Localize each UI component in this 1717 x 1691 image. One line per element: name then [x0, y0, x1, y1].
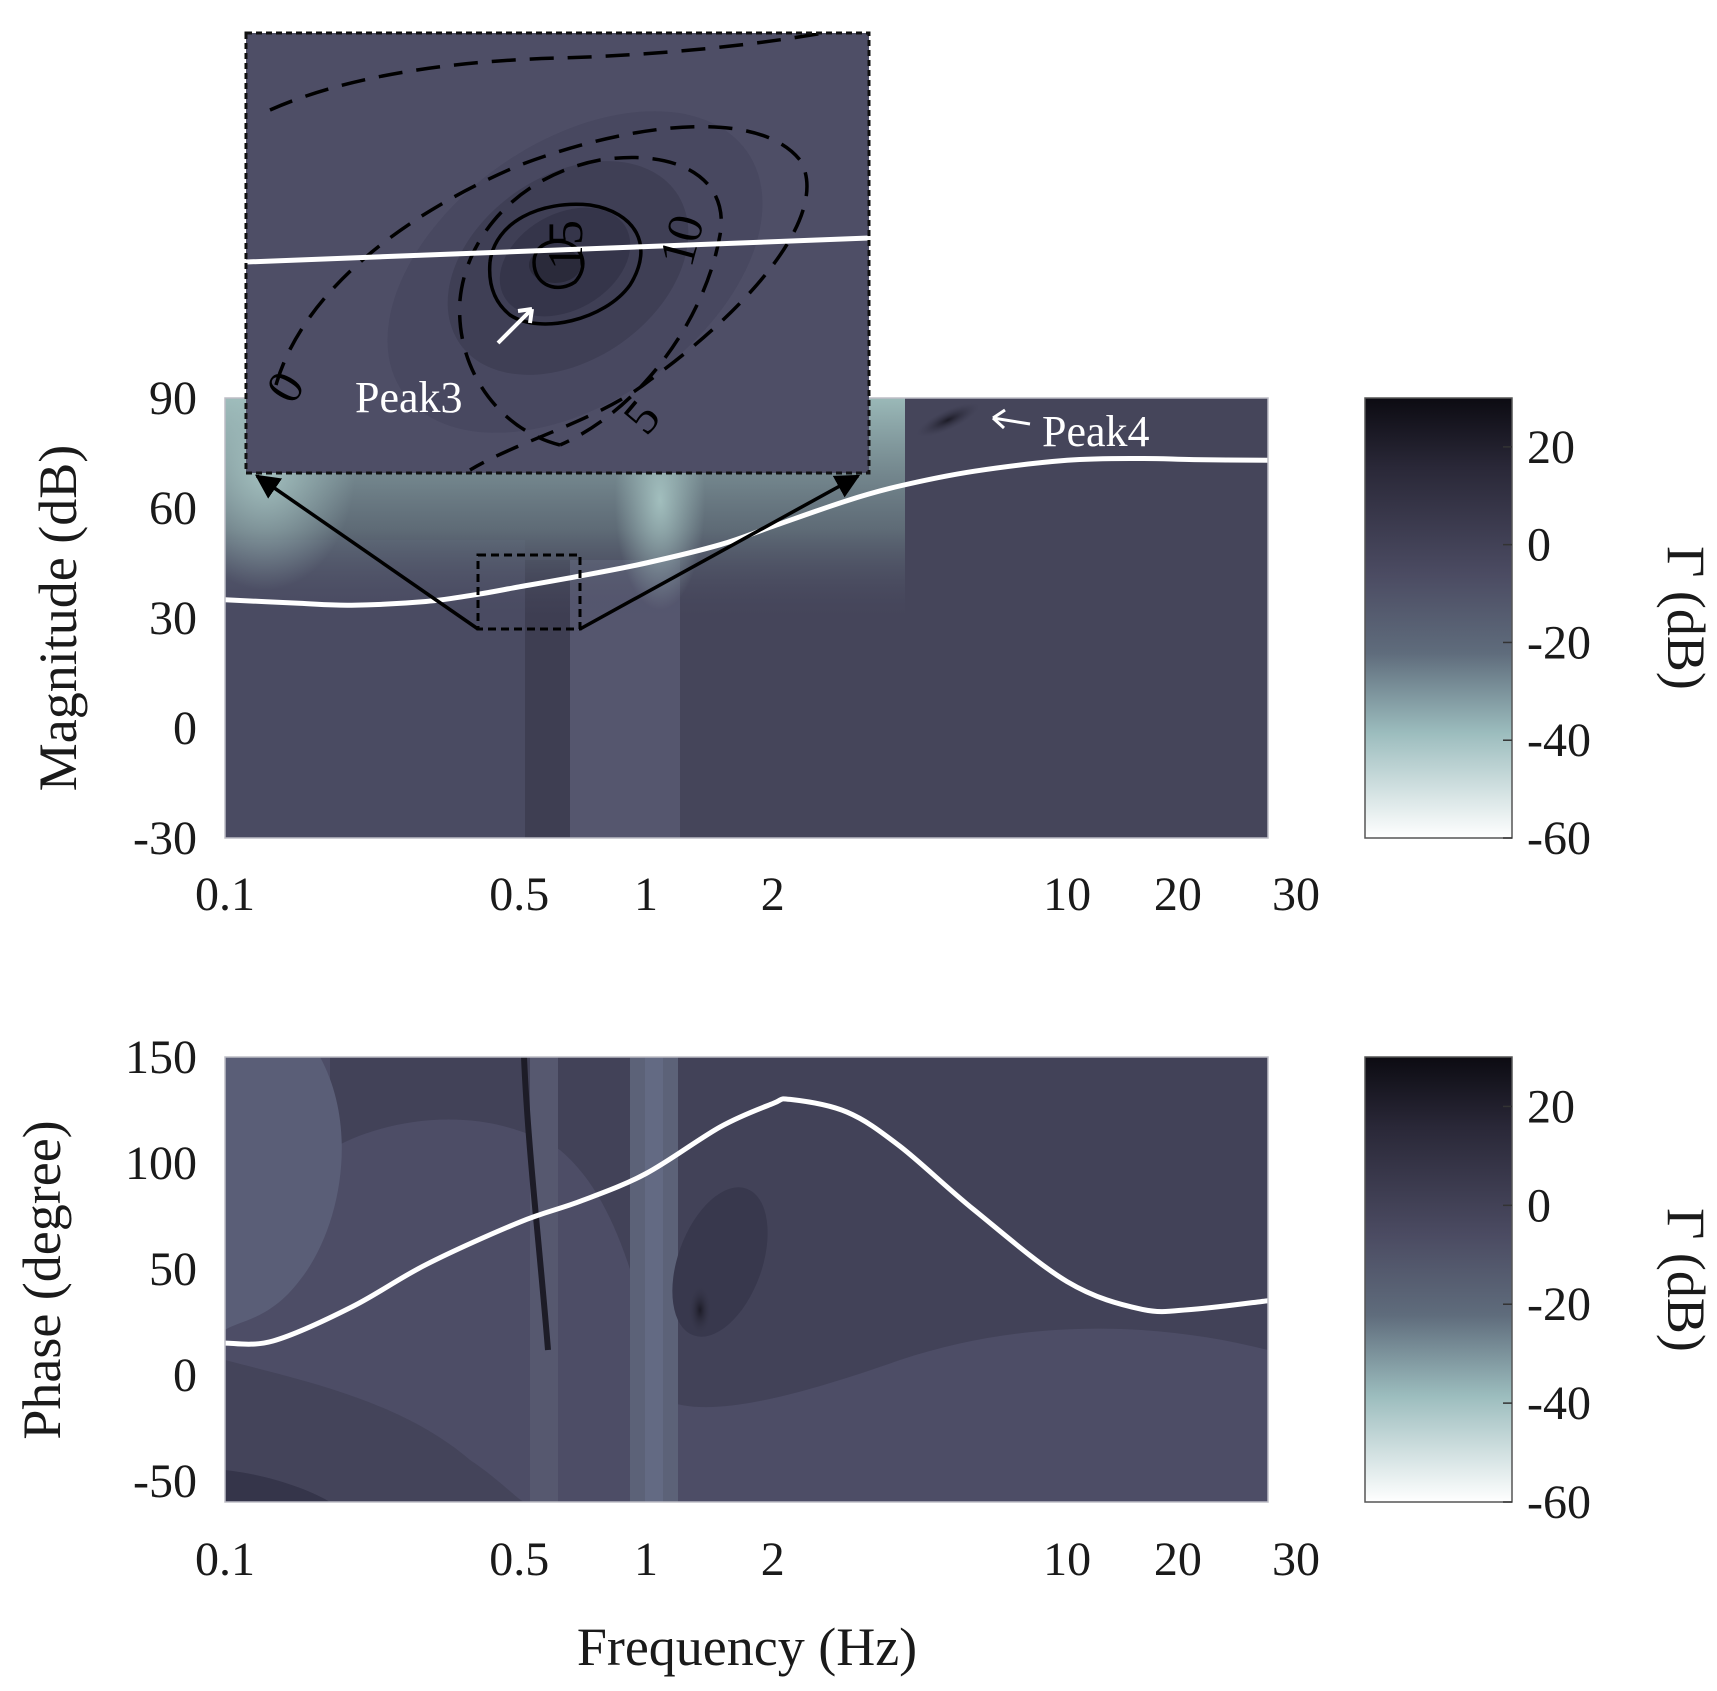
- phase-x-tick-label: 1: [634, 1533, 658, 1586]
- phase-x-tick-label: 10: [1043, 1533, 1091, 1586]
- phase-y-tick-label: 100: [125, 1137, 197, 1190]
- magnitude-x-tick-label: 10: [1043, 868, 1091, 921]
- magnitude-curve: [225, 455, 1268, 608]
- phase-curve: [225, 1096, 1268, 1347]
- magnitude-colorbar-tick-label: -60: [1527, 812, 1591, 865]
- x-axis-label: Frequency (Hz): [577, 1617, 917, 1677]
- phase-heatmap-bottom-left-dark: [225, 1470, 330, 1502]
- phase-colorbar: 20 0 -20 -40 -60 Γ (dB): [1364, 1056, 1716, 1529]
- magnitude-colorbar-tick-label: 0: [1527, 519, 1551, 572]
- phase-heatmap-bottom-left-region: [225, 1360, 525, 1502]
- phase-heatmap-left-light-region: [225, 1057, 342, 1330]
- inset-contour-line-0: [274, 124, 809, 472]
- phase-y-tick-label: 0: [173, 1349, 197, 1402]
- peak3-arrow: [496, 307, 534, 345]
- magnitude-x-tick-label: 2: [761, 868, 785, 921]
- magnitude-colorbar-gradient: [1364, 397, 1513, 839]
- phase-colorbar-tick-label: 20: [1527, 1080, 1575, 1133]
- inset-zoom-box: [476, 553, 582, 631]
- phase-colorbar-label: Γ (dB): [1656, 1208, 1716, 1352]
- peak4-arrow: [992, 416, 1031, 426]
- inset-contour-label-15: 15: [537, 220, 593, 270]
- inset-connector-right: [579, 474, 861, 631]
- peak3-arrow-head: [517, 307, 534, 324]
- magnitude-y-tick-label: 60: [149, 482, 197, 535]
- phase-y-tick-label: 50: [149, 1243, 197, 1296]
- magnitude-x-tick-label: 20: [1154, 868, 1202, 921]
- phase-y-tick-labels: -50 0 50 100 150: [125, 1031, 197, 1508]
- phase-y-tick-label: -50: [133, 1455, 197, 1508]
- magnitude-x-tick-label: 0.5: [489, 868, 549, 921]
- phase-colorbar-tick-label: -20: [1527, 1278, 1591, 1331]
- magnitude-x-tick-labels: 0.1 0.5 1 2 10 20 30: [195, 868, 1320, 921]
- magnitude-y-tick-labels: -30 0 30 60 90: [133, 372, 197, 865]
- inset-frame: [244, 31, 871, 475]
- peak4-arrow-head: [991, 408, 1006, 430]
- phase-x-tick-label: 30: [1272, 1533, 1320, 1586]
- magnitude-y-axis-label: Magnitude (dB): [28, 445, 88, 791]
- magnitude-x-tick-label: 0.1: [195, 868, 255, 921]
- phase-heatmap-dark-blob-core: [688, 1284, 712, 1336]
- magnitude-x-tick-label: 30: [1272, 868, 1320, 921]
- zoom-inset: 0 5 10 15 Peak3: [244, 31, 871, 475]
- magnitude-y-tick-label: -30: [133, 812, 197, 865]
- inset-contour-line-top: [269, 33, 834, 112]
- magnitude-heatmap-peak4-blob: [916, 403, 980, 437]
- peak3-label: Peak3: [355, 373, 463, 422]
- inset-contour-fill-core: [529, 247, 581, 283]
- phase-y-axis-label: Phase (degree): [12, 1120, 72, 1439]
- inset-contour-line-10: [487, 202, 643, 326]
- phase-colorbar-gradient: [1364, 1056, 1513, 1503]
- phase-colorbar-tick-labels: 20 0 -20 -40 -60: [1503, 1080, 1591, 1529]
- phase-x-tick-label: 20: [1154, 1533, 1202, 1586]
- phase-panel: -50 0 50 100 150 0.1 0.5 1 2 10 20 30 Phase (degre…: [12, 1031, 1320, 1677]
- phase-x-tick-label: 0.5: [489, 1533, 549, 1586]
- phase-y-tick-label: 150: [125, 1031, 197, 1084]
- inset-contour-line-15: [532, 239, 585, 290]
- magnitude-colorbar-tick-label: -40: [1527, 714, 1591, 767]
- magnitude-y-tick-label: 90: [149, 372, 197, 425]
- phase-heatmap-dark-ridge: [521, 1057, 551, 1351]
- inset-connector-left: [254, 474, 479, 631]
- magnitude-colorbar-tick-labels: 20 0 -20 -40 -60: [1503, 421, 1591, 865]
- phase-heatmap-top-dark-region: [330, 1057, 1268, 1408]
- inset-magnitude-curve: [246, 235, 869, 265]
- magnitude-colorbar: 20 0 -20 -40 -60 Γ (dB): [1364, 397, 1716, 865]
- inset-contour-line-5: [457, 155, 723, 447]
- magnitude-colorbar-label: Γ (dB): [1656, 546, 1716, 690]
- magnitude-colorbar-tick-label: -20: [1527, 616, 1591, 669]
- phase-colorbar-tick-label: -40: [1527, 1377, 1591, 1430]
- magnitude-y-tick-label: 30: [149, 592, 197, 645]
- phase-x-tick-label: 0.1: [195, 1533, 255, 1586]
- phase-x-tick-labels: 0.1 0.5 1 2 10 20 30: [195, 1533, 1320, 1586]
- magnitude-x-tick-label: 1: [634, 868, 658, 921]
- peak4-label: Peak4: [1042, 407, 1150, 456]
- phase-plot-frame: [224, 1056, 1269, 1503]
- phase-colorbar-tick-label: 0: [1527, 1179, 1551, 1232]
- phase-heatmap-band-lighter: [645, 1057, 663, 1502]
- phase-x-tick-label: 2: [761, 1533, 785, 1586]
- phase-colorbar-tick-label: -60: [1527, 1476, 1591, 1529]
- magnitude-y-tick-label: 0: [173, 702, 197, 755]
- magnitude-colorbar-tick-label: 20: [1527, 421, 1575, 474]
